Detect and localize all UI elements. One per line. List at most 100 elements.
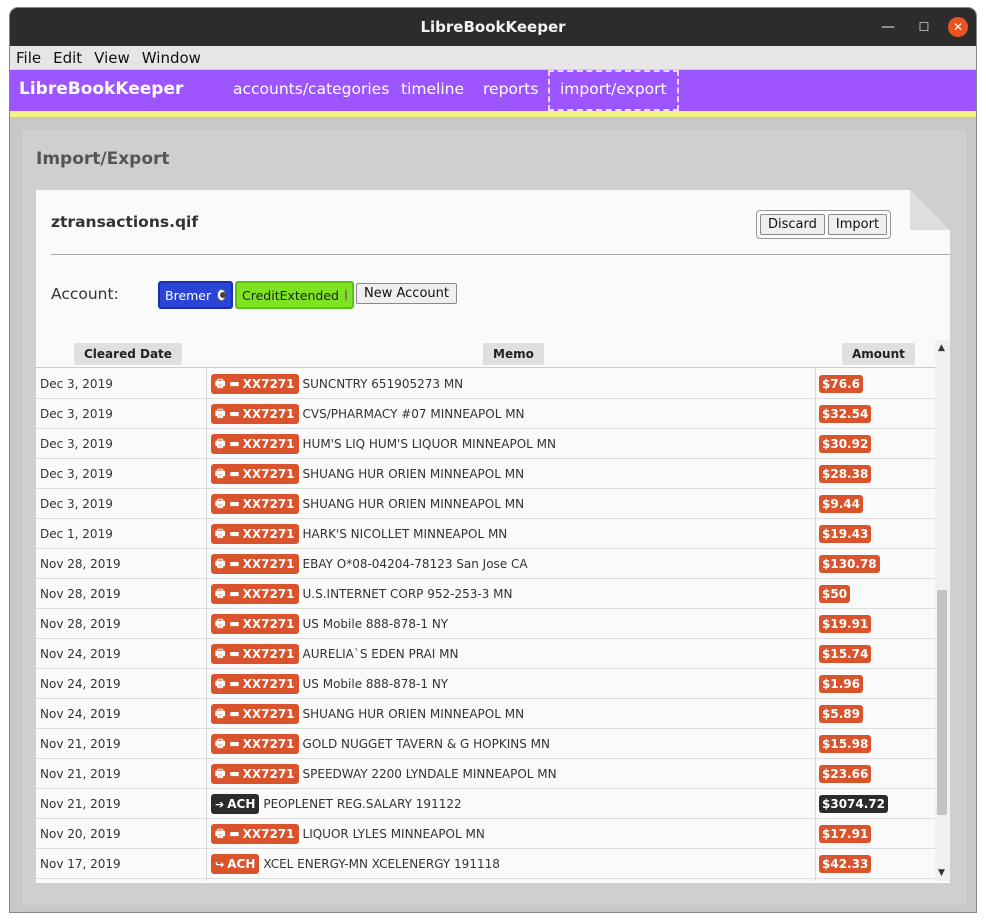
cell-amount: $9.44	[819, 495, 863, 513]
scroll-down-icon[interactable]: ▼	[938, 868, 945, 878]
cell-cleared-date: Nov 24, 2019	[40, 707, 121, 721]
nav-accounts-categories[interactable]: accounts/categories	[233, 80, 390, 98]
cell-amount: $130.78	[819, 555, 880, 573]
table-row[interactable]: Nov 28, 2019 🖶 ▬ XX7271 US Mobile 888-878-1…	[36, 609, 935, 639]
payment-tag: 🖶 ▬ XX7271	[211, 374, 299, 394]
table-row[interactable]: Nov 20, 2019 🖶 ▬ XX7271 LIQUOR LYLES MINNEA…	[36, 819, 935, 849]
memo-text: SHUANG HUR ORIEN MINNEAPOL MN	[302, 707, 525, 721]
maximize-icon[interactable]: ☐	[918, 20, 930, 34]
cell-amount: $15.74	[819, 645, 872, 663]
window-title: LibreBookKeeper	[420, 18, 566, 36]
table-row[interactable]: Dec 3, 2019 🖶 ▬ XX7271 HUM'S LIQ HUM'S LIQU…	[36, 429, 935, 459]
payment-tag: 🖶 ▬ XX7271	[211, 704, 299, 724]
cell-cleared-date: Nov 24, 2019	[40, 677, 121, 691]
cell-memo: 🖶 ▬ XX7271 CVS/PHARMACY #07 MINNEAPOL MN	[211, 404, 525, 424]
menu-window[interactable]: Window	[141, 48, 201, 67]
app-window: LibreBookKeeper — ☐ ✕ File Edit View Win…	[9, 7, 977, 913]
menu-file[interactable]: File	[16, 48, 42, 67]
table-row[interactable]: Nov 28, 2019 🖶 ▬ XX7271 EBAY O*08-04204-781…	[36, 549, 935, 579]
account-option-bremer[interactable]: Bremer	[158, 281, 233, 309]
card-icon: 🖶 ▬	[215, 496, 240, 510]
nav-import-export[interactable]: import/export	[548, 70, 679, 111]
title-bar[interactable]: LibreBookKeeper — ☐ ✕	[10, 8, 976, 46]
cell-cleared-date: Nov 17, 2019	[40, 857, 121, 871]
memo-text: PEOPLENET REG.SALARY 191122	[263, 797, 462, 811]
cell-memo: 🖶 ▬ XX7271 U.S.INTERNET CORP 952-253-3 MN	[211, 584, 512, 604]
card-icon: 🖶 ▬	[215, 766, 240, 780]
header-memo[interactable]: Memo	[483, 343, 544, 365]
payment-tag-label: XX7271	[242, 437, 295, 451]
nav-timeline[interactable]: timeline	[401, 80, 464, 98]
table-row[interactable]: Nov 21, 2019 🖶 ▬ XX7271 GOLD NUGGET TAVERN …	[36, 729, 935, 759]
account-option-creditextended[interactable]: CreditExtended	[235, 281, 354, 309]
cell-amount: $32.54	[819, 405, 872, 423]
menu-edit[interactable]: Edit	[53, 48, 83, 67]
cell-cleared-date: Dec 3, 2019	[40, 497, 113, 511]
memo-text: EBAY O*08-04204-78123 San Jose CA	[302, 557, 528, 571]
cell-memo: 🖶 ▬ XX7271 EBAY O*08-04204-78123 San Jose …	[211, 554, 528, 574]
new-account-button[interactable]: New Account	[356, 283, 457, 304]
table-row[interactable]: Nov 24, 2019 🖶 ▬ XX7271 AURELIA`S EDEN PRAI…	[36, 639, 935, 669]
radio-icon[interactable]	[344, 289, 347, 301]
cell-amount: $30.92	[819, 435, 872, 453]
menu-view[interactable]: View	[94, 48, 130, 67]
cell-amount: $19.43	[819, 525, 872, 543]
cell-memo: 🖶 ▬ XX7271 HARK'S NICOLLET MINNEAPOL MN	[211, 524, 507, 544]
cell-amount: $5.89	[819, 705, 863, 723]
table-row[interactable]: Dec 3, 2019 🖶 ▬ XX7271 SHUANG HUR ORIEN MIN…	[36, 489, 935, 519]
table-row[interactable]: Nov 24, 2019 🖶 ▬ XX7271 SHUANG HUR ORIEN MI…	[36, 699, 935, 729]
cell-amount: $1.96	[819, 675, 863, 693]
header-cleared-date[interactable]: Cleared Date	[74, 343, 182, 365]
payment-tag-label: XX7271	[242, 467, 295, 481]
payment-tag-label: XX7271	[242, 647, 295, 661]
scroll-up-icon[interactable]: ▲	[938, 343, 945, 353]
table-row[interactable]: Dec 3, 2019 🖶 ▬ XX7271 CVS/PHARMACY #07 MIN…	[36, 399, 935, 429]
table-scrollbar[interactable]: ▲ ▼	[935, 340, 950, 881]
main-panel: Import/Export ztransactions.qif Discard …	[22, 130, 966, 905]
payment-tag: 🖶 ▬ XX7271	[211, 434, 299, 454]
table-row[interactable]: Dec 1, 2019 🖶 ▬ XX7271 HARK'S NICOLLET MINN…	[36, 519, 935, 549]
payment-tag-label: ACH	[227, 797, 256, 811]
payment-tag: 🖶 ▬ XX7271	[211, 464, 299, 484]
cell-amount: $76.6	[819, 375, 863, 393]
brand-logo[interactable]: LibreBookKeeper	[19, 79, 184, 99]
cell-amount: $42.33	[819, 855, 872, 873]
payment-tag-label: XX7271	[242, 677, 295, 691]
cell-memo: ➔ ACH PEOPLENET REG.SALARY 191122	[211, 794, 462, 814]
card-icon: 🖶 ▬	[215, 436, 240, 450]
radio-icon[interactable]	[217, 289, 226, 301]
cell-cleared-date: Dec 3, 2019	[40, 377, 113, 391]
card-icon: 🖶 ▬	[215, 826, 240, 840]
memo-text: GOLD NUGGET TAVERN & G HOPKINS MN	[302, 737, 550, 751]
memo-text: SUNCNTRY 651905273 MN	[302, 377, 464, 391]
scroll-thumb[interactable]	[937, 590, 947, 815]
minimize-icon[interactable]: —	[881, 19, 895, 35]
table-row[interactable]: Nov 28, 2019 🖶 ▬ XX7271 U.S.INTERNET CORP 9…	[36, 579, 935, 609]
payment-tag-label: XX7271	[242, 587, 295, 601]
memo-text: SHUANG HUR ORIEN MINNEAPOL MN	[302, 497, 525, 511]
header-amount[interactable]: Amount	[842, 343, 915, 365]
payment-tag: 🖶 ▬ XX7271	[211, 764, 299, 784]
cell-cleared-date: Nov 28, 2019	[40, 617, 121, 631]
table-row[interactable]: Dec 3, 2019 🖶 ▬ XX7271 SUNCNTRY 651905273 M…	[36, 369, 935, 399]
cell-cleared-date: Nov 24, 2019	[40, 647, 121, 661]
nav-reports[interactable]: reports	[483, 80, 539, 98]
cell-memo: 🖶 ▬ XX7271 US Mobile 888-878-1 NY	[211, 614, 448, 634]
close-icon[interactable]: ✕	[948, 17, 968, 37]
cell-cleared-date: Dec 1, 2019	[40, 527, 113, 541]
discard-button[interactable]: Discard	[760, 214, 825, 235]
table-row[interactable]: Nov 24, 2019 🖶 ▬ XX7271 US Mobile 888-878-1…	[36, 669, 935, 699]
menu-bar: File Edit View Window	[10, 46, 976, 70]
card-icon: 🖶 ▬	[215, 586, 240, 600]
import-filename: ztransactions.qif	[51, 213, 199, 231]
cell-cleared-date: Dec 3, 2019	[40, 407, 113, 421]
table-row[interactable]: Dec 3, 2019 🖶 ▬ XX7271 SHUANG HUR ORIEN MIN…	[36, 459, 935, 489]
cell-amount: $15.98	[819, 735, 872, 753]
table-row[interactable]: Nov 17, 2019 ↪ ACH XCEL ENERGY-MN XCELENERG…	[36, 849, 935, 879]
card-icon: 🖶 ▬	[215, 676, 240, 690]
cell-memo: 🖶 ▬ XX7271 LIQUOR LYLES MINNEAPOL MN	[211, 824, 485, 844]
cell-amount: $28.38	[819, 465, 872, 483]
import-button[interactable]: Import	[827, 214, 888, 235]
table-row[interactable]: Nov 21, 2019 🖶 ▬ XX7271 SPEEDWAY 2200 LYNDA…	[36, 759, 935, 789]
table-row[interactable]: Nov 21, 2019 ➔ ACH PEOPLENET REG.SALARY 191…	[36, 789, 935, 819]
